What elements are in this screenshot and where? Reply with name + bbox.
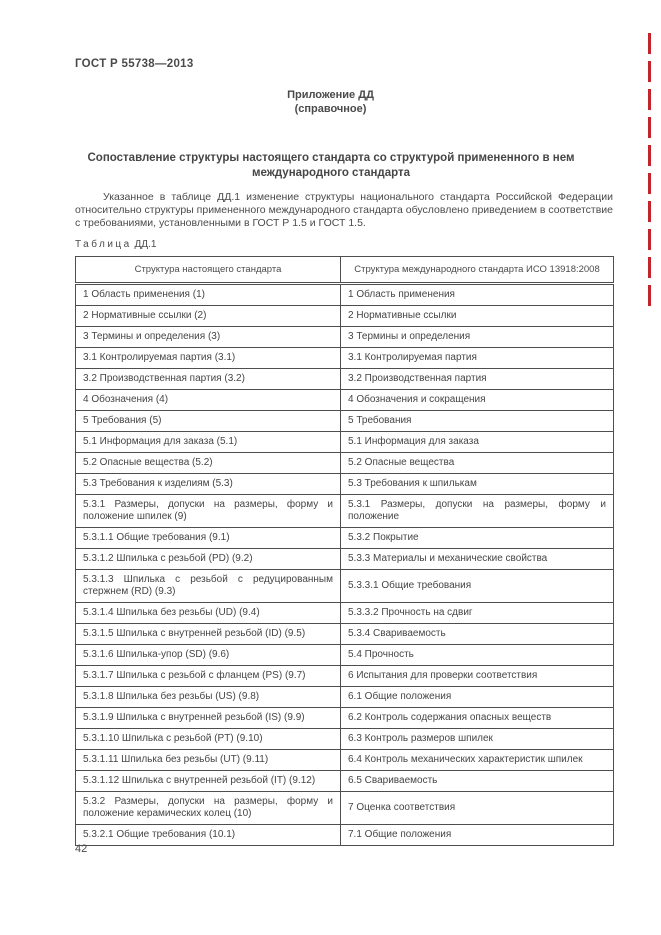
revision-change-bars-icon: [648, 33, 651, 307]
table-cell-left: 5.3.1.6 Шпилька-упор (SD) (9.6): [75, 644, 341, 666]
table-cell-left: 3.1 Контролируемая партия (3.1): [75, 347, 341, 369]
table-cell-left: 5.3.2 Размеры, допуски на размеры, форму…: [75, 791, 341, 825]
table-cell-right: 6.2 Контроль содержания опасных веществ: [340, 707, 614, 729]
table-cell-left: 5.3.1.9 Шпилька с внутренней резьбой (IS…: [75, 707, 341, 729]
table-cell-right: 4 Обозначения и сокращения: [340, 389, 614, 411]
table-row: 5.3.1.7 Шпилька с резьбой с фланцем (PS)…: [75, 665, 614, 687]
table-cell-right: 7.1 Общие положения: [340, 824, 614, 846]
table-row: 5.3.1.8 Шпилька без резьбы (US) (9.8) 6.1…: [75, 686, 614, 708]
table-row: 3.2 Производственная партия (3.2) 3.2 Про…: [75, 368, 614, 390]
table-row: 5.3.1.11 Шпилька без резьбы (UT) (9.11) 6…: [75, 749, 614, 771]
table-cell-right: 6 Испытания для проверки соответствия: [340, 665, 614, 687]
table-caption-word: Таблица: [75, 239, 132, 250]
table-cell-right: 5 Требования: [340, 410, 614, 432]
table-cell-right: 5.3.1 Размеры, допуски на размеры, форму…: [340, 494, 614, 528]
table-cell-right: 5.3.3 Материалы и механические свойства: [340, 548, 614, 570]
table-caption: Таблица ДД.1: [75, 239, 156, 250]
annex-title: Приложение ДД: [287, 89, 374, 101]
table-row: 5 Требования (5) 5 Требования: [75, 410, 614, 432]
table-row: 3.1 Контролируемая партия (3.1) 3.1 Контр…: [75, 347, 614, 369]
table-cell-right: 3.2 Производственная партия: [340, 368, 614, 390]
table-cell-right: 2 Нормативные ссылки: [340, 305, 614, 327]
table-cell-right: 5.3.3.1 Общие требования: [340, 569, 614, 603]
table-cell-left: 5 Требования (5): [75, 410, 341, 432]
column-header-national-standard: Структура настоящего стандарта: [75, 256, 341, 285]
table-cell-left: 5.2 Опасные вещества (5.2): [75, 452, 341, 474]
table-row: 5.3.1.6 Шпилька-упор (SD) (9.6) 5.4 Прочн…: [75, 644, 614, 666]
table-cell-right: 5.3.4 Свариваемость: [340, 623, 614, 645]
table-cell-left: 2 Нормативные ссылки (2): [75, 305, 341, 327]
table-row: 5.3.1.1 Общие требования (9.1) 5.3.2 Покр…: [75, 527, 614, 549]
table-row: 1 Область применения (1) 1 Область примен…: [75, 283, 614, 306]
table-cell-right: 3 Термины и определения: [340, 326, 614, 348]
table-row: 4 Обозначения (4) 4 Обозначения и сокраще…: [75, 389, 614, 411]
table-row: 5.3.1.2 Шпилька с резьбой (PD) (9.2) 5.3.…: [75, 548, 614, 570]
table-cell-right: 6.3 Контроль размеров шпилек: [340, 728, 614, 750]
table-row: 3 Термины и определения (3) 3 Термины и о…: [75, 326, 614, 348]
table-header-row: Структура настоящего стандарта Структура…: [75, 256, 614, 285]
table-cell-left: 5.3.1.10 Шпилька с резьбой (PT) (9.10): [75, 728, 341, 750]
table-row: 5.2 Опасные вещества (5.2) 5.2 Опасные ве…: [75, 452, 614, 474]
table-row: 5.3.2 Размеры, допуски на размеры, форму…: [75, 791, 614, 825]
column-header-international-standard: Структура международного стандарта ИСО 1…: [340, 256, 614, 285]
table-cell-left: 5.3.1.12 Шпилька с внутренней резьбой (I…: [75, 770, 341, 792]
table-cell-left: 5.3.1.8 Шпилька без резьбы (US) (9.8): [75, 686, 341, 708]
table-row: 5.3.1.5 Шпилька с внутренней резьбой (ID…: [75, 623, 614, 645]
table-cell-right: 5.3 Требования к шпилькам: [340, 473, 614, 495]
table-cell-right: 5.2 Опасные вещества: [340, 452, 614, 474]
table-cell-left: 5.3.2.1 Общие требования (10.1): [75, 824, 341, 846]
table-cell-right: 6.4 Контроль механических характеристик …: [340, 749, 614, 771]
table-cell-left: 1 Область применения (1): [75, 283, 341, 306]
table-cell-right: 5.3.2 Покрытие: [340, 527, 614, 549]
table-cell-right: 3.1 Контролируемая партия: [340, 347, 614, 369]
table-row: 5.3.1 Размеры, допуски на размеры, форму…: [75, 494, 614, 528]
table-row: 5.3.1.12 Шпилька с внутренней резьбой (I…: [75, 770, 614, 792]
table-cell-left: 5.3.1.1 Общие требования (9.1): [75, 527, 341, 549]
page-number: 42: [75, 843, 88, 855]
annex-heading: Приложение ДД (справочное): [0, 89, 661, 116]
table-cell-left: 5.3.1.2 Шпилька с резьбой (PD) (9.2): [75, 548, 341, 570]
table-cell-left: 5.3.1.7 Шпилька с резьбой с фланцем (PS)…: [75, 665, 341, 687]
table-row: 5.3.2.1 Общие требования (10.1) 7.1 Общие…: [75, 824, 614, 846]
structure-comparison-table: Структура настоящего стандарта Структура…: [75, 256, 614, 846]
table-cell-right: 5.3.3.2 Прочность на сдвиг: [340, 602, 614, 624]
table-cell-left: 5.1 Информация для заказа (5.1): [75, 431, 341, 453]
table-cell-right: 1 Область применения: [340, 283, 614, 306]
table-row: 5.3.1.4 Шпилька без резьбы (UD) (9.4) 5.3…: [75, 602, 614, 624]
table-cell-left: 5.3 Требования к изделиям (5.3): [75, 473, 341, 495]
table-cell-left: 3 Термины и определения (3): [75, 326, 341, 348]
table-row: 5.3.1.3 Шпилька с резьбой с редуцированн…: [75, 569, 614, 603]
table-cell-left: 3.2 Производственная партия (3.2): [75, 368, 341, 390]
table-row: 5.3.1.10 Шпилька с резьбой (PT) (9.10) 6.…: [75, 728, 614, 750]
table-row: 5.1 Информация для заказа (5.1) 5.1 Инфор…: [75, 431, 614, 453]
table-cell-left: 5.3.1.4 Шпилька без резьбы (UD) (9.4): [75, 602, 341, 624]
table-cell-left: 5.3.1 Размеры, допуски на размеры, форму…: [75, 494, 341, 528]
intro-paragraph: Указанное в таблице ДД.1 изменение струк…: [75, 191, 613, 229]
table-cell-right: 5.4 Прочность: [340, 644, 614, 666]
table-cell-right: 6.1 Общие положения: [340, 686, 614, 708]
table-cell-left: 5.3.1.11 Шпилька без резьбы (UT) (9.11): [75, 749, 341, 771]
annex-subtitle: (справочное): [294, 102, 367, 115]
table-cell-right: 6.5 Свариваемость: [340, 770, 614, 792]
table-cell-right: 5.1 Информация для заказа: [340, 431, 614, 453]
table-row: 2 Нормативные ссылки (2) 2 Нормативные сс…: [75, 305, 614, 327]
table-cell-right: 7 Оценка соответствия: [340, 791, 614, 825]
section-title: Сопоставление структуры настоящего станд…: [87, 152, 575, 179]
table-row: 5.3 Требования к изделиям (5.3) 5.3 Требо…: [75, 473, 614, 495]
table-cell-left: 4 Обозначения (4): [75, 389, 341, 411]
table-caption-number: ДД.1: [134, 239, 157, 250]
standard-designation: ГОСТ Р 55738—2013: [75, 58, 194, 70]
table-cell-left: 5.3.1.5 Шпилька с внутренней резьбой (ID…: [75, 623, 341, 645]
table-row: 5.3.1.9 Шпилька с внутренней резьбой (IS…: [75, 707, 614, 729]
table-cell-left: 5.3.1.3 Шпилька с резьбой с редуцированн…: [75, 569, 341, 603]
